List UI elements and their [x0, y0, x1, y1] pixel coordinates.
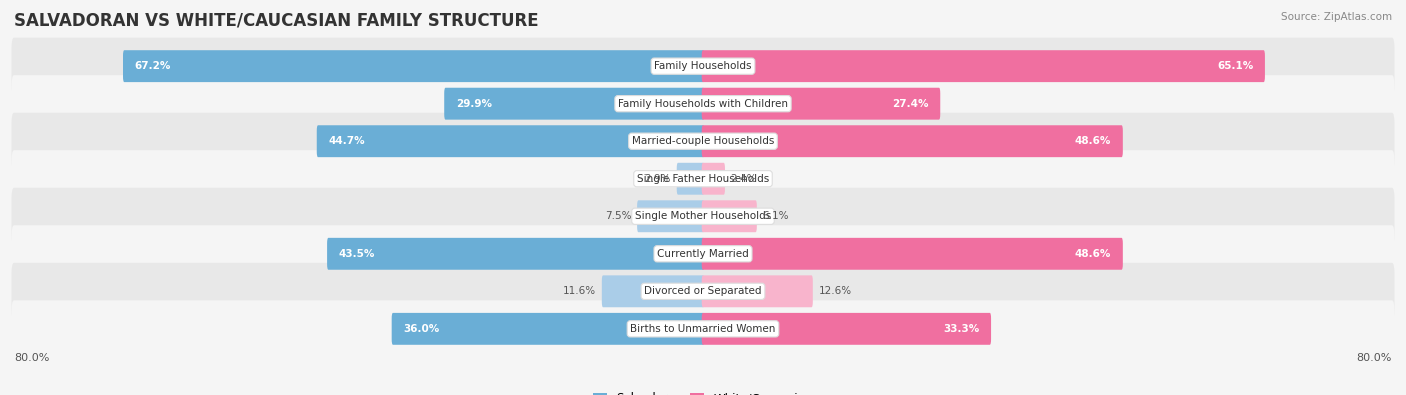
- FancyBboxPatch shape: [702, 88, 941, 120]
- FancyBboxPatch shape: [11, 300, 1395, 357]
- FancyBboxPatch shape: [702, 163, 725, 195]
- Text: 43.5%: 43.5%: [339, 249, 375, 259]
- FancyBboxPatch shape: [602, 275, 704, 307]
- FancyBboxPatch shape: [316, 125, 704, 157]
- Text: Births to Unmarried Women: Births to Unmarried Women: [630, 324, 776, 334]
- Text: Currently Married: Currently Married: [657, 249, 749, 259]
- FancyBboxPatch shape: [637, 200, 704, 232]
- Text: 36.0%: 36.0%: [404, 324, 440, 334]
- Text: Married-couple Households: Married-couple Households: [631, 136, 775, 146]
- Text: Family Households: Family Households: [654, 61, 752, 71]
- Text: 80.0%: 80.0%: [1357, 353, 1392, 363]
- Text: 33.3%: 33.3%: [943, 324, 980, 334]
- Text: Single Mother Households: Single Mother Households: [636, 211, 770, 221]
- FancyBboxPatch shape: [328, 238, 704, 270]
- Text: Single Father Households: Single Father Households: [637, 174, 769, 184]
- FancyBboxPatch shape: [444, 88, 704, 120]
- FancyBboxPatch shape: [11, 113, 1395, 170]
- FancyBboxPatch shape: [11, 188, 1395, 245]
- Text: 65.1%: 65.1%: [1218, 61, 1253, 71]
- FancyBboxPatch shape: [392, 313, 704, 345]
- FancyBboxPatch shape: [11, 38, 1395, 95]
- FancyBboxPatch shape: [11, 150, 1395, 207]
- Text: 2.4%: 2.4%: [731, 174, 756, 184]
- FancyBboxPatch shape: [11, 263, 1395, 320]
- FancyBboxPatch shape: [11, 75, 1395, 132]
- FancyBboxPatch shape: [676, 163, 704, 195]
- Text: Divorced or Separated: Divorced or Separated: [644, 286, 762, 296]
- Text: 67.2%: 67.2%: [135, 61, 172, 71]
- Text: Source: ZipAtlas.com: Source: ZipAtlas.com: [1281, 12, 1392, 22]
- FancyBboxPatch shape: [702, 200, 756, 232]
- Text: 44.7%: 44.7%: [329, 136, 366, 146]
- Text: 29.9%: 29.9%: [456, 99, 492, 109]
- Text: 48.6%: 48.6%: [1074, 136, 1111, 146]
- Text: 6.1%: 6.1%: [762, 211, 789, 221]
- FancyBboxPatch shape: [702, 275, 813, 307]
- Legend: Salvadoran, White/Caucasian: Salvadoran, White/Caucasian: [591, 390, 815, 395]
- Text: 2.9%: 2.9%: [644, 174, 671, 184]
- Text: SALVADORAN VS WHITE/CAUCASIAN FAMILY STRUCTURE: SALVADORAN VS WHITE/CAUCASIAN FAMILY STR…: [14, 12, 538, 30]
- FancyBboxPatch shape: [11, 225, 1395, 282]
- Text: 12.6%: 12.6%: [818, 286, 852, 296]
- FancyBboxPatch shape: [702, 50, 1265, 82]
- Text: 7.5%: 7.5%: [605, 211, 631, 221]
- FancyBboxPatch shape: [702, 238, 1123, 270]
- FancyBboxPatch shape: [702, 313, 991, 345]
- Text: Family Households with Children: Family Households with Children: [619, 99, 787, 109]
- FancyBboxPatch shape: [702, 125, 1123, 157]
- Text: 11.6%: 11.6%: [562, 286, 596, 296]
- Text: 48.6%: 48.6%: [1074, 249, 1111, 259]
- FancyBboxPatch shape: [122, 50, 704, 82]
- Text: 80.0%: 80.0%: [14, 353, 49, 363]
- Text: 27.4%: 27.4%: [893, 99, 928, 109]
